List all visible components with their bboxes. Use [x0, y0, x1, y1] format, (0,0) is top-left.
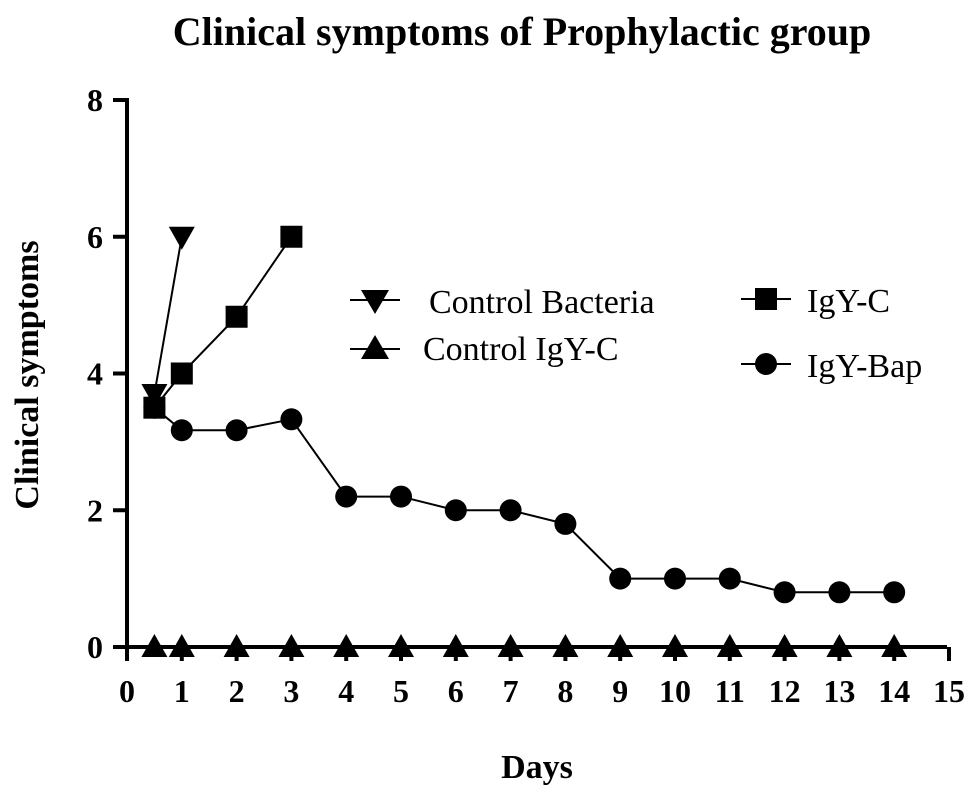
data-point-control-igy-c — [141, 634, 168, 657]
data-point-igy-bap — [828, 581, 851, 604]
legend: Control Bacteria Control IgY-C IgY-C IgY… — [350, 283, 922, 385]
data-point-igy-c — [280, 225, 303, 248]
data-point-igy-bap — [664, 567, 686, 590]
series-control-bacteria — [141, 226, 195, 408]
x-tick-label: 12 — [769, 673, 801, 709]
data-point-control-igy-c — [223, 634, 250, 657]
x-tick-label: 13 — [823, 673, 855, 709]
series-control-igy-c — [141, 634, 908, 657]
data-point-igy-bap — [170, 419, 193, 442]
y-tick-label: 8 — [87, 82, 103, 118]
legend-entry-control-igy-c: Control IgY-C — [350, 331, 619, 368]
x-tick-label: 4 — [338, 673, 354, 709]
data-point-control-igy-c — [826, 634, 853, 657]
y-tick-label: 2 — [87, 492, 103, 528]
x-tick-label: 3 — [283, 673, 299, 709]
data-point-igy-bap — [773, 581, 796, 604]
data-point-igy-bap — [499, 499, 522, 522]
y-tick-label: 4 — [87, 356, 103, 392]
legend-entry-igy-bap: IgY-Bap — [741, 348, 922, 385]
legend-label-igy-c: IgY-C — [807, 283, 890, 320]
x-tick-label: 11 — [715, 673, 745, 709]
y-tick-label: 0 — [87, 629, 103, 665]
y-axis-label: Clinical symptoms — [9, 240, 46, 509]
data-point-igy-bap — [335, 485, 358, 508]
x-tick-label: 0 — [119, 673, 135, 709]
legend-entry-control-bacteria: Control Bacteria — [350, 284, 655, 321]
legend-label-control-bacteria: Control Bacteria — [429, 284, 655, 321]
data-point-igy-c — [225, 305, 248, 328]
x-tick-label: 7 — [503, 673, 519, 709]
data-point-control-igy-c — [497, 634, 524, 657]
legend-label-control-igy-c: Control IgY-C — [423, 331, 619, 368]
data-point-control-igy-c — [552, 634, 579, 657]
x-tick-label: 10 — [659, 673, 691, 709]
legend-marker-triangle-up — [361, 335, 389, 359]
data-point-control-igy-c — [716, 634, 743, 657]
data-point-control-bacteria — [168, 226, 195, 250]
data-point-control-igy-c — [278, 634, 305, 657]
data-point-control-igy-c — [388, 634, 414, 657]
data-point-igy-bap — [609, 567, 632, 590]
legend-marker-triangle-down — [361, 290, 389, 314]
x-tick-label: 15 — [933, 673, 965, 709]
data-point-control-igy-c — [442, 634, 469, 657]
series-line-igy-c — [153, 236, 293, 409]
legend-marker-circle — [755, 353, 777, 375]
data-point-igy-bap — [718, 567, 741, 590]
data-point-igy-bap — [554, 512, 577, 535]
legend-entry-igy-c: IgY-C — [741, 283, 890, 320]
data-point-control-igy-c — [881, 634, 908, 657]
data-point-igy-c — [143, 396, 166, 419]
x-tick-label: 8 — [557, 673, 573, 709]
x-tick-label: 14 — [878, 673, 910, 709]
series-igy-bap — [143, 396, 906, 604]
x-tick-label: 2 — [229, 673, 245, 709]
data-point-igy-bap — [225, 419, 248, 442]
chart-title: Clinical symptoms of Prophylactic group — [173, 9, 872, 54]
x-tick-label: 5 — [393, 673, 409, 709]
x-axis-label: Days — [501, 749, 573, 786]
data-point-igy-bap — [883, 581, 906, 604]
data-point-control-igy-c — [168, 634, 195, 657]
legend-marker-square — [755, 288, 777, 310]
legend-label-igy-bap: IgY-Bap — [807, 348, 922, 385]
data-point-igy-bap — [280, 408, 303, 431]
data-point-control-igy-c — [662, 634, 688, 657]
y-ticks: 0 2 4 6 8 — [87, 82, 127, 665]
data-point-control-bacteria — [141, 384, 168, 408]
data-point-control-igy-c — [333, 634, 360, 657]
data-point-igy-bap — [444, 499, 467, 522]
y-tick-label: 6 — [87, 219, 103, 255]
x-tick-label: 9 — [612, 673, 628, 709]
data-point-igy-c — [170, 362, 193, 385]
x-tick-label: 1 — [174, 673, 190, 709]
data-point-igy-bap — [390, 485, 412, 508]
data-point-control-igy-c — [607, 634, 634, 657]
series-line-control-bacteria — [153, 236, 183, 395]
series-line-igy-bap — [153, 406, 895, 594]
x-tick-label: 6 — [448, 673, 464, 709]
data-point-control-igy-c — [771, 634, 798, 657]
plot-area — [141, 225, 908, 657]
series-igy-c — [143, 225, 303, 419]
